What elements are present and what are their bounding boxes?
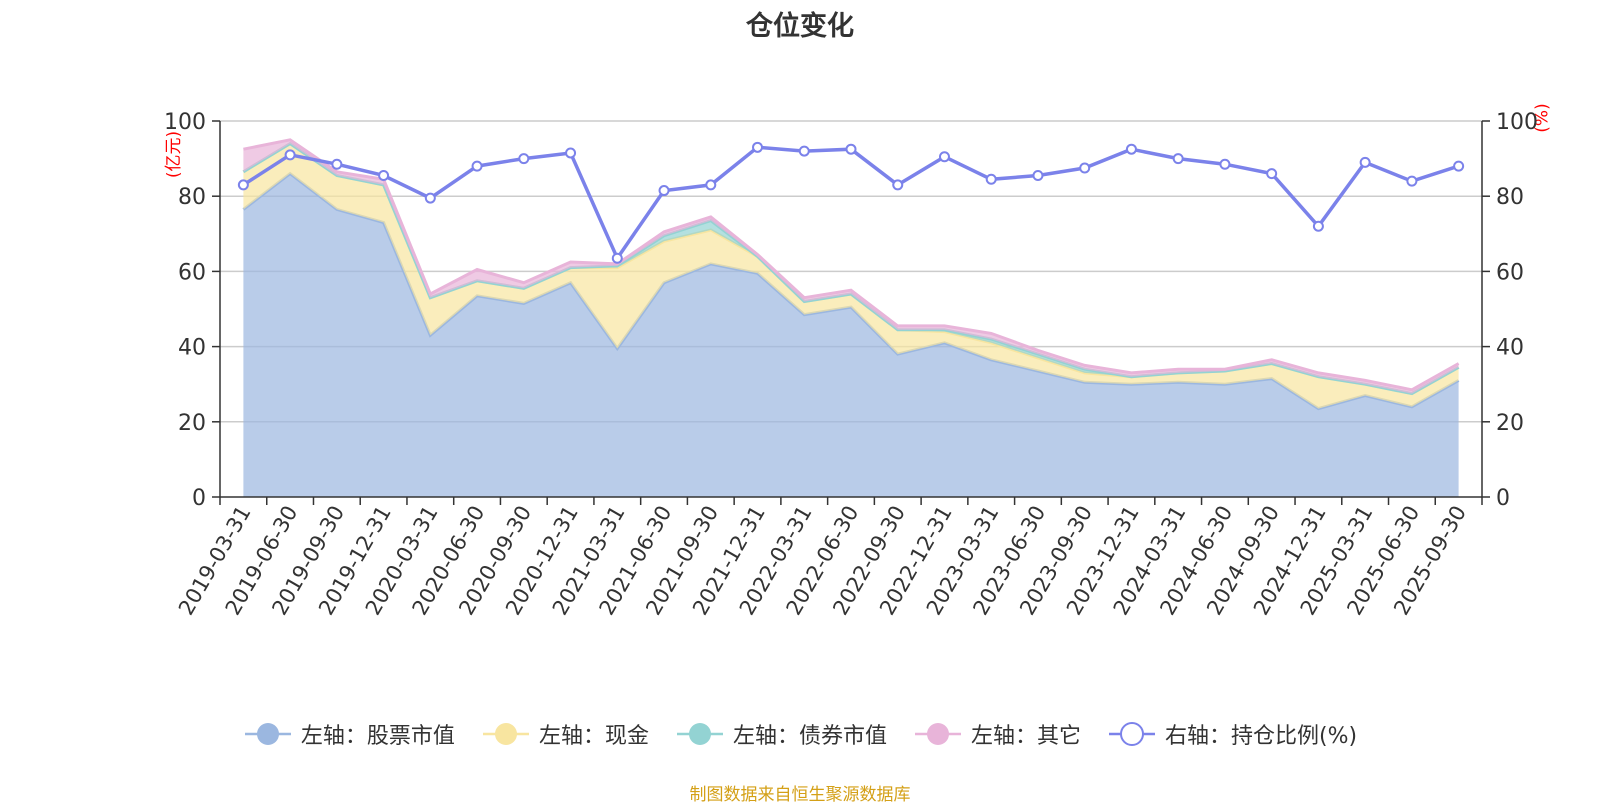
legend-swatch <box>244 723 291 745</box>
legend-swatch <box>482 723 529 745</box>
ratio-point <box>1406 175 1418 187</box>
ratio-point <box>752 141 764 153</box>
ratio-point <box>1032 170 1044 182</box>
left-tick-label: 20 <box>178 411 206 436</box>
legend-item-3[interactable]: 左轴：债券市值 <box>675 718 887 750</box>
right-tick-label: 80 <box>1496 185 1524 210</box>
area-series-4-edge <box>243 138 1460 392</box>
ratio-point <box>331 158 343 170</box>
ratio-point <box>798 145 810 157</box>
ratio-point <box>1359 156 1371 168</box>
area-series-1 <box>243 173 1459 497</box>
legend-label: 左轴：债券市值 <box>732 724 887 749</box>
legend-swatch <box>1108 722 1155 746</box>
legend-item-5[interactable]: 右轴：持仓比例(%) <box>1107 718 1357 750</box>
right-tick-label: 20 <box>1496 411 1524 436</box>
right-tick-label: 60 <box>1496 260 1524 285</box>
ratio-point <box>1453 160 1465 172</box>
left-tick-label: 40 <box>178 336 206 361</box>
left-tick-label: 0 <box>192 486 206 511</box>
ratio-point <box>1125 143 1137 155</box>
ratio-point <box>845 143 857 155</box>
ratio-point <box>565 147 577 159</box>
ratio-point <box>378 170 390 182</box>
legend-item-2[interactable]: 左轴：现金 <box>481 718 649 750</box>
ratio-point <box>424 192 436 204</box>
ratio-point <box>892 179 904 191</box>
ratio-point <box>938 151 950 163</box>
ratio-point <box>1079 162 1091 174</box>
ratio-point <box>705 179 717 191</box>
left-tick-label: 80 <box>178 185 206 210</box>
legend-label: 左轴：其它 <box>970 724 1081 749</box>
ratio-point <box>611 252 623 264</box>
right-tick-label: 40 <box>1496 336 1524 361</box>
area-series-2 <box>243 143 1459 409</box>
ratio-point <box>1172 153 1184 165</box>
legend-item-1[interactable]: 左轴：股票市值 <box>243 718 455 750</box>
ratio-point <box>284 149 296 161</box>
legend-item-4[interactable]: 左轴：其它 <box>913 718 1081 750</box>
left-tick-label: 60 <box>178 260 206 285</box>
legend-swatch <box>676 723 723 745</box>
ratio-point <box>658 185 670 197</box>
legend-label: 左轴：股票市值 <box>300 724 455 749</box>
ratio-point <box>237 179 249 191</box>
chart-title: 仓位变化 <box>746 11 854 42</box>
legend-swatch <box>914 723 961 745</box>
ratio-point <box>1312 220 1324 232</box>
right-tick-label: 0 <box>1496 486 1510 511</box>
ratio-point <box>518 153 530 165</box>
left-tick-label: 100 <box>164 110 206 135</box>
legend-label: 右轴：持仓比例(%) <box>1164 724 1358 749</box>
ratio-point <box>1266 168 1278 180</box>
data-source-note: 制图数据来自恒生聚源数据库 <box>689 785 911 805</box>
ratio-point <box>1219 158 1231 170</box>
right-tick-label: 100 <box>1496 110 1538 135</box>
ratio-point <box>471 160 483 172</box>
ratio-line <box>242 145 1460 262</box>
chart-legend[interactable]: 左轴：股票市值 左轴：现金 左轴：债券市值 左轴：其它 右轴：持仓比例(%) <box>0 718 1600 750</box>
ratio-point <box>985 173 997 185</box>
legend-label: 左轴：现金 <box>538 724 649 749</box>
